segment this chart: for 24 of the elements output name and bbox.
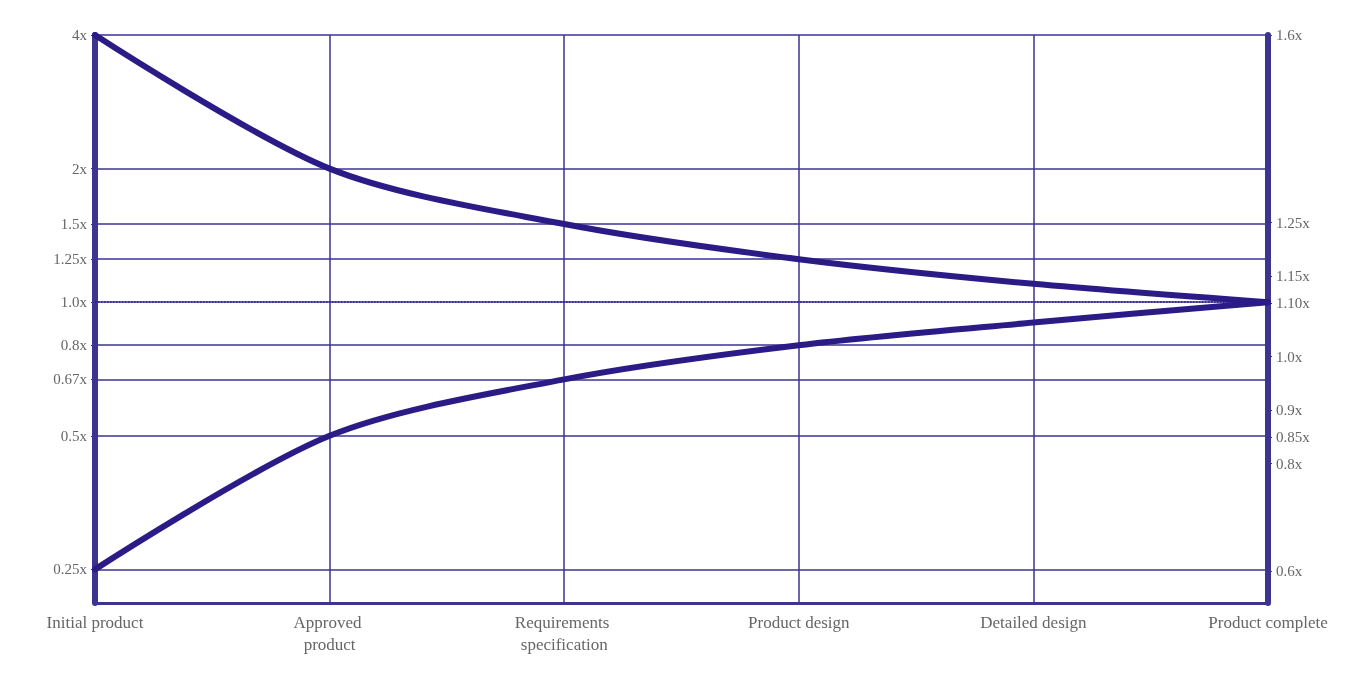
x-tick-label: Product complete — [1208, 612, 1328, 632]
y-tick-label: 0.5x — [60, 427, 88, 444]
y2-tick-label: 0.9x — [1276, 402, 1303, 419]
y2-tick-label: 1.15x — [1276, 268, 1311, 285]
y-tick-label: 2x — [72, 160, 88, 177]
y2-tick-label: 1.6x — [1276, 27, 1303, 43]
y-tick-label: 0.25x — [53, 561, 88, 578]
y2-tick-label: 1.0x — [1276, 348, 1303, 365]
x-tick-label: Product design — [748, 612, 851, 632]
x-tick-label: Approved product — [293, 612, 366, 654]
y2-tick-label: 0.8x — [1276, 455, 1303, 472]
x-tick-label: Detailed design — [980, 612, 1088, 632]
x-tick-label: Requirements specification — [514, 612, 614, 654]
y-tick-label: 0.8x — [60, 337, 88, 354]
y2-tick-label: 1.10x — [1276, 294, 1311, 311]
y-tick-label: 0.67x — [53, 371, 88, 388]
y2-tick-label: 0.6x — [1276, 562, 1303, 579]
y-tick-label: 1.5x — [60, 216, 88, 233]
y-tick-label: 4x — [72, 27, 88, 43]
y-tick-label: 1.0x — [60, 294, 88, 311]
y2-tick-label: 1.25x — [1276, 214, 1311, 231]
y2-tick-label: 0.85x — [1276, 428, 1311, 445]
y-tick-label: 1.25x — [53, 251, 88, 268]
x-tick-label: Initial product — [46, 612, 144, 632]
